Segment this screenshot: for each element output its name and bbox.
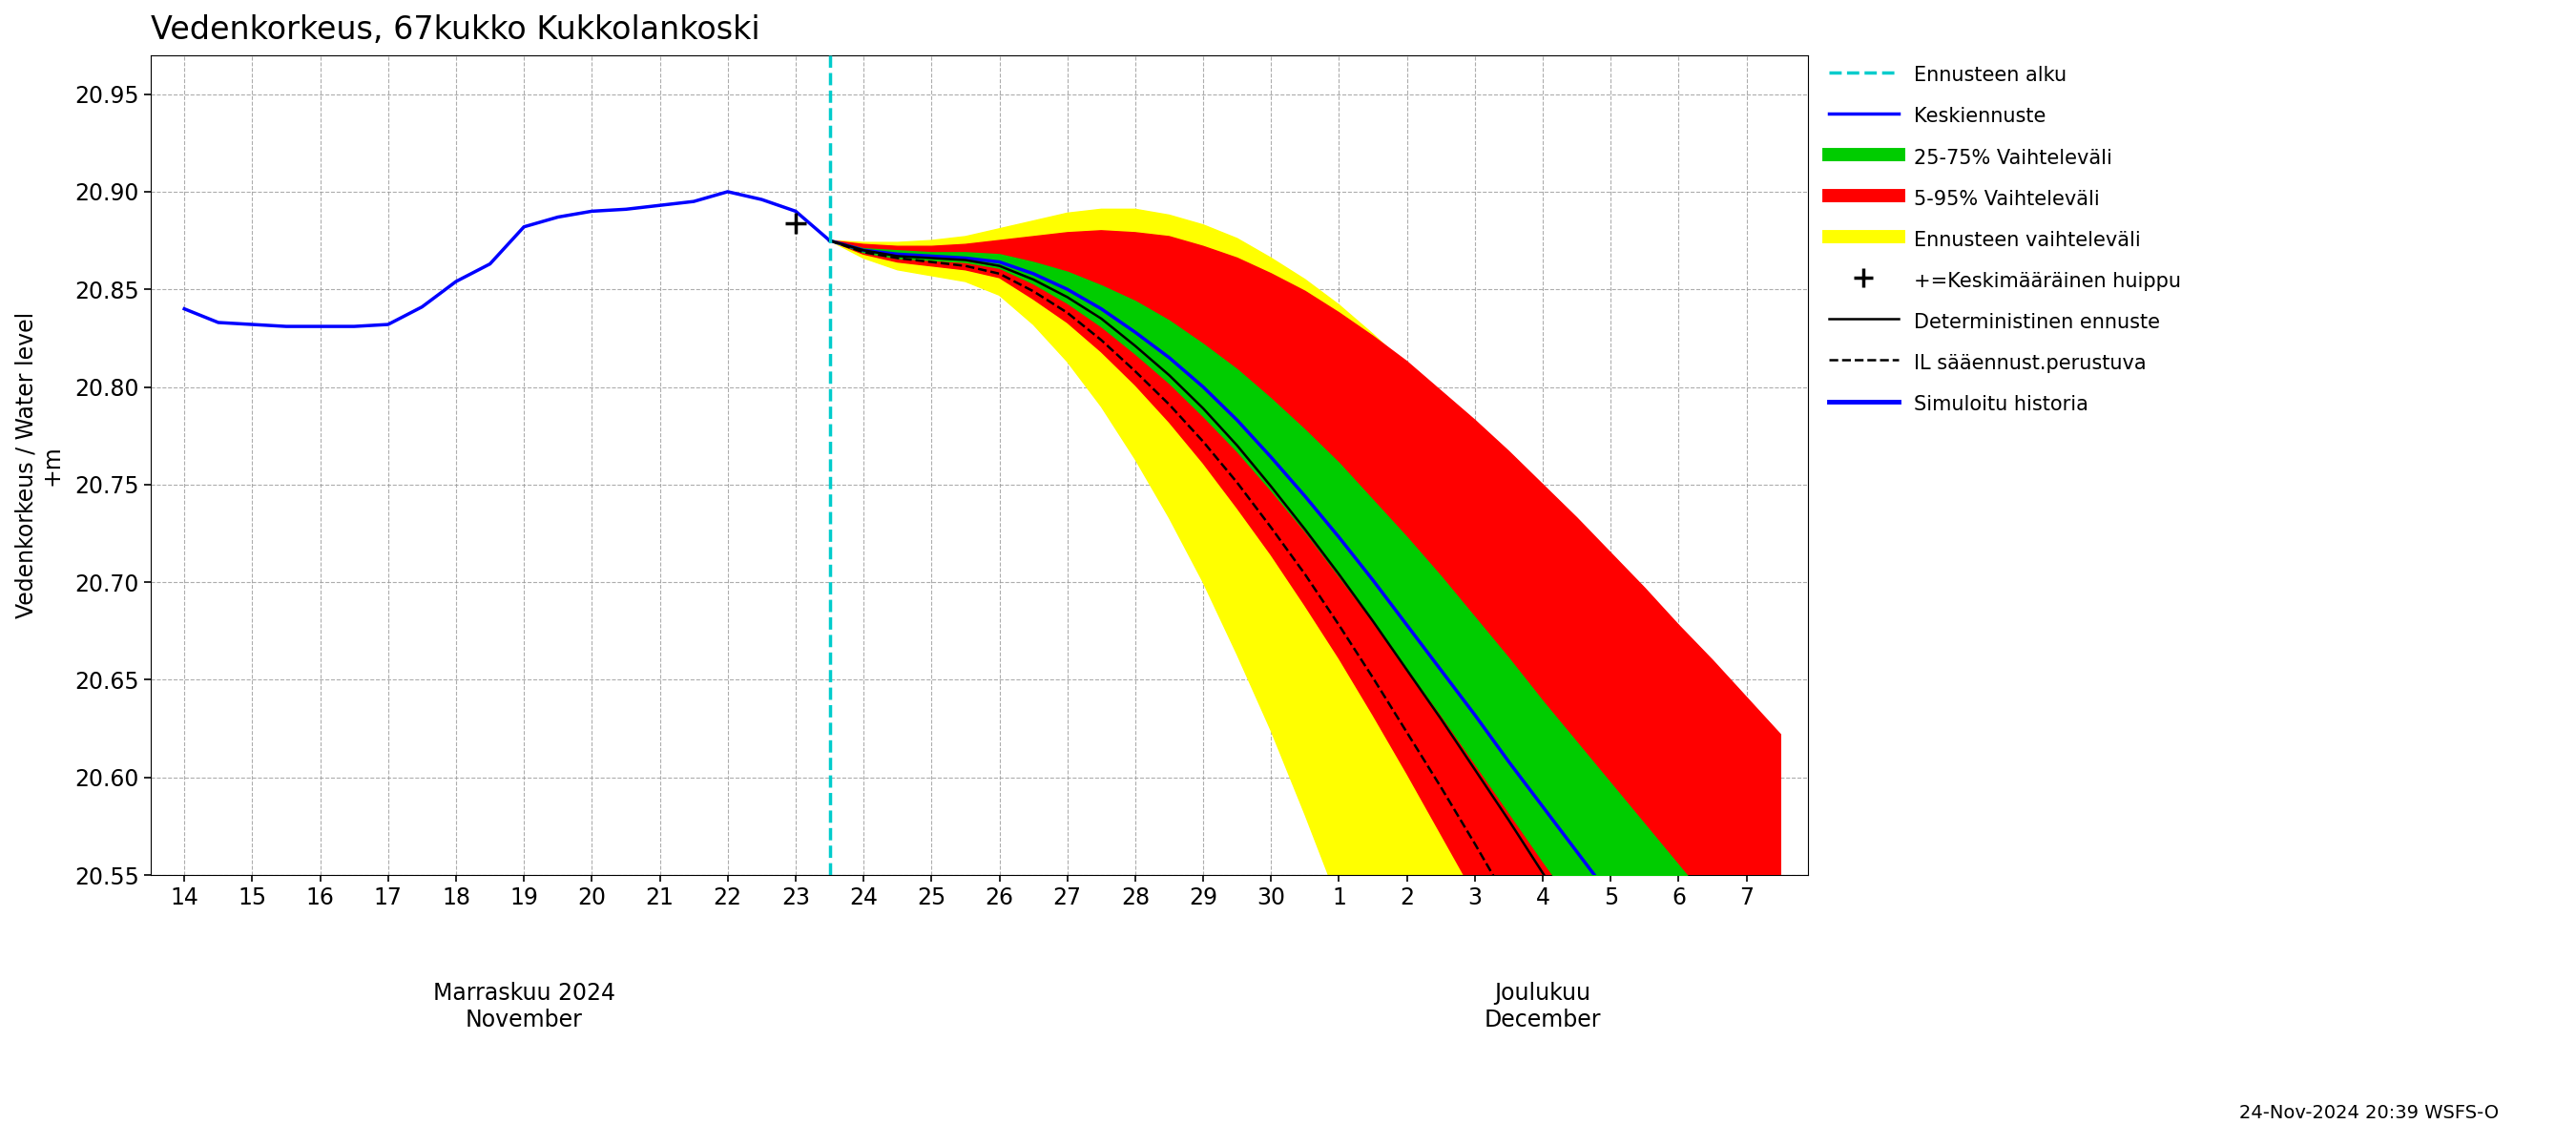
Text: Marraskuu 2024
November: Marraskuu 2024 November (433, 981, 616, 1032)
Text: Joulukuu
December: Joulukuu December (1484, 981, 1602, 1032)
Y-axis label: Vedenkorkeus / Water level
+m: Vedenkorkeus / Water level +m (15, 311, 64, 618)
Text: Vedenkorkeus, 67kukko Kukkolankoski: Vedenkorkeus, 67kukko Kukkolankoski (149, 14, 760, 46)
Legend: Ennusteen alku, Keskiennuste, 25-75% Vaihteleväli, 5-95% Vaihteleväli, Ennusteen: Ennusteen alku, Keskiennuste, 25-75% Vai… (1824, 57, 2187, 423)
Text: 24-Nov-2024 20:39 WSFS-O: 24-Nov-2024 20:39 WSFS-O (2239, 1104, 2499, 1122)
